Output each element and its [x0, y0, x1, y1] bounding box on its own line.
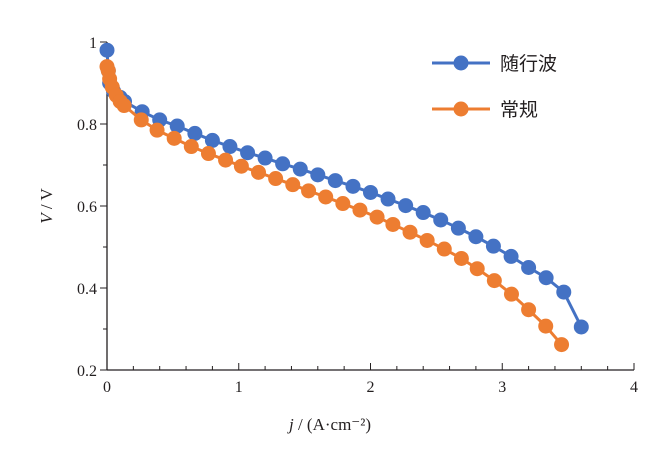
data-point [99, 42, 115, 58]
x-tick-label: 2 [367, 379, 375, 396]
y-tick-label: 0.8 [77, 117, 97, 134]
series-line [105, 50, 583, 328]
y-tick-label: 0.2 [77, 363, 97, 380]
data-point [538, 318, 554, 334]
data-point [363, 184, 378, 200]
data-point [335, 196, 351, 212]
data-point [398, 198, 414, 214]
data-point [538, 270, 554, 286]
data-point [251, 164, 267, 180]
data-point [402, 224, 418, 240]
data-point [433, 212, 449, 228]
x-tick-label: 0 [103, 379, 111, 396]
data-point [240, 145, 256, 161]
y-tick-label: 0.4 [77, 281, 97, 298]
data-point [419, 232, 435, 248]
data-point [503, 248, 519, 264]
axes: 0 1 2 3 4 0.2 0.4 0.6 0.8 1 [77, 35, 638, 396]
data-point [415, 205, 431, 221]
data-point [200, 146, 216, 162]
x-tick-label: 1 [235, 379, 243, 396]
legend-label: 随行波 [500, 53, 557, 75]
legend-marker [453, 101, 469, 117]
data-point [468, 229, 484, 245]
data-point [450, 220, 466, 236]
data-point [521, 302, 537, 318]
series-layer [99, 42, 589, 353]
x-axis-label: j / (A·cm⁻²) [287, 415, 371, 434]
data-point [149, 122, 165, 138]
legend-marker [453, 55, 469, 71]
data-point [204, 132, 220, 148]
data-point [485, 238, 501, 254]
data-point [556, 284, 572, 300]
data-point [218, 152, 234, 168]
data-point [521, 260, 537, 275]
data-point [116, 98, 132, 114]
data-point [573, 319, 589, 335]
data-point [318, 189, 334, 205]
data-point [187, 125, 203, 141]
data-point [352, 202, 368, 218]
data-point [222, 139, 238, 155]
legend-label: 常规 [500, 99, 538, 121]
data-point [166, 130, 182, 146]
data-point [469, 261, 485, 277]
data-point [385, 216, 401, 232]
x-tick-label: 4 [630, 379, 638, 396]
data-point [301, 183, 317, 199]
data-point [310, 167, 326, 183]
data-point [486, 273, 502, 289]
series-orange [99, 59, 570, 353]
series-line [105, 66, 563, 346]
data-point [275, 156, 291, 172]
data-point [292, 161, 308, 177]
data-point [436, 241, 452, 257]
y-axis-label: V / V [37, 187, 56, 223]
data-point [268, 171, 284, 187]
data-point [257, 150, 273, 166]
data-point [285, 177, 301, 193]
data-point [169, 118, 185, 134]
y-tick-label: 0.6 [77, 199, 97, 216]
data-point [133, 112, 149, 128]
data-point [554, 337, 570, 353]
data-point [380, 191, 396, 207]
data-point [453, 250, 469, 266]
y-tick-label: 1 [89, 35, 97, 52]
data-point [369, 209, 385, 225]
data-point [327, 173, 343, 189]
data-point [183, 139, 199, 155]
data-point [503, 286, 519, 302]
data-point [345, 178, 361, 194]
x-tick-label: 3 [498, 379, 506, 396]
data-point [233, 158, 249, 174]
